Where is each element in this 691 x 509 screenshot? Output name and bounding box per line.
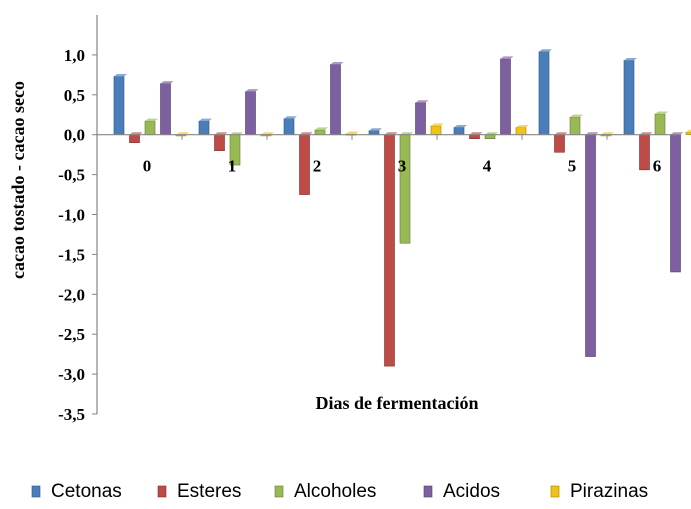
bar-top-cetonas-6 [624,57,637,61]
bar-top-alcoholes-3 [400,132,413,135]
axes-layer: 1,0 0,5 0,0 -0,5 -1,0 -1,5 -2,0 -2,5 -3,0 -3,5 0 1 2… [58,15,680,424]
bar-cetonas-5 [538,51,550,135]
legend-label-esteres: Esteres [177,481,241,502]
legend-label-alcoholes: Alcoholes [294,481,376,502]
bar-pirazinas-6 [685,132,691,135]
bar-top-esteres-3 [384,132,398,135]
y-tick-label: -0,5 [58,166,85,185]
x-tick-label: 5 [568,157,577,176]
bar-top-pirazinas-4 [516,125,529,128]
bar-alcoholes-5 [569,116,581,135]
bar-pirazinas-3 [430,125,442,135]
bar-top-pirazinas-6 [686,129,691,133]
bar-top-alcoholes-0 [145,118,158,122]
bar-top-cetonas-2 [284,116,297,119]
bar-top-esteres-0 [129,132,143,135]
legend-label-acidos: Acidos [443,481,500,502]
bar-top-alcoholes-4 [485,132,498,135]
bar-acidos-0 [160,83,171,135]
x-tick-label: 4 [483,157,492,176]
bar-esteres-2 [299,134,310,195]
bars-layer [113,49,691,367]
y-axis-title: cacao tostado - cacao seco [8,81,28,279]
bar-cetonas-6 [623,60,635,135]
legend-swatch-acidos [423,485,433,498]
bar-top-acidos-5 [585,132,599,135]
bar-top-cetonas-3 [369,128,382,131]
bar-pirazinas-4 [515,127,527,135]
bar-top-acidos-2 [330,61,344,65]
bar-alcoholes-0 [144,120,156,136]
legend-label-cetonas: Cetonas [51,481,122,502]
bar-top-cetonas-0 [114,73,127,77]
bar-alcoholes-6 [654,113,666,136]
bar-top-acidos-4 [500,56,514,59]
bar-top-alcoholes-2 [315,127,328,130]
x-tick-label: 3 [398,157,407,176]
y-tick-label: -2,5 [58,325,85,344]
legend: Cetonas Esteres Alcoholes Acidos Pirazinas [31,481,648,502]
bar-esteres-3 [384,134,395,367]
y-tick-label: 0,5 [64,86,85,105]
bar-esteres-0 [129,134,140,143]
y-tick-label: 1,0 [64,46,85,65]
bar-top-acidos-3 [415,100,429,103]
bar-acidos-2 [330,64,341,135]
bar-top-cetonas-5 [539,49,552,52]
bar-esteres-6 [639,134,650,171]
x-tick-label: 1 [228,157,237,176]
y-tick-label: -1,5 [58,245,85,264]
bar-alcoholes-3 [399,134,411,244]
x-axis-title: Dias de fermentación [316,393,479,413]
bar-top-alcoholes-1 [230,132,243,135]
bar-top-cetonas-4 [454,125,467,128]
x-tick-label: 2 [313,157,322,176]
bar-top-acidos-0 [160,81,174,84]
y-tick-label: 0,0 [64,126,85,145]
bar-top-esteres-2 [299,132,313,135]
bar-acidos-6 [670,134,681,273]
bar-acidos-1 [245,91,256,136]
y-tick-label: -1,0 [58,206,85,225]
bar-top-pirazinas-0 [176,132,189,135]
legend-swatch-esteres [157,485,167,498]
bar-top-pirazinas-2 [346,131,359,134]
bar-top-alcoholes-5 [570,114,583,118]
bar-top-pirazinas-1 [261,132,274,135]
bar-acidos-5 [585,134,596,357]
bar-cetonas-4 [453,127,465,135]
bar-acidos-4 [500,58,511,135]
y-tick-label: -2,0 [58,285,85,304]
bar-cetonas-0 [113,76,125,136]
bar-alcoholes-2 [314,129,326,136]
bar-top-esteres-5 [554,132,568,135]
x-tick-label: 6 [653,157,662,176]
y-tick-label: -3,0 [58,365,85,384]
legend-swatch-cetonas [31,485,41,498]
bar-cetonas-1 [198,120,210,136]
legend-swatch-pirazinas [550,485,560,498]
legend-label-pirazinas: Pirazinas [570,481,648,502]
bar-esteres-1 [214,134,225,151]
bar-top-acidos-6 [670,132,684,135]
bar-top-pirazinas-5 [601,132,614,135]
bar-top-alcoholes-6 [655,111,668,114]
bar-top-esteres-4 [469,132,483,135]
bar-top-acidos-1 [245,89,259,92]
bar-acidos-3 [415,102,426,135]
legend-swatch-alcoholes [274,485,284,498]
bar-top-pirazinas-3 [431,123,444,126]
x-tick-label: 0 [143,157,152,176]
bar-esteres-5 [554,134,565,153]
bar-top-esteres-6 [639,132,653,135]
bar-cetonas-2 [283,118,295,135]
y-tick-label: -3,5 [58,405,85,424]
bar-top-cetonas-1 [199,118,212,122]
bar-top-esteres-1 [214,132,228,135]
